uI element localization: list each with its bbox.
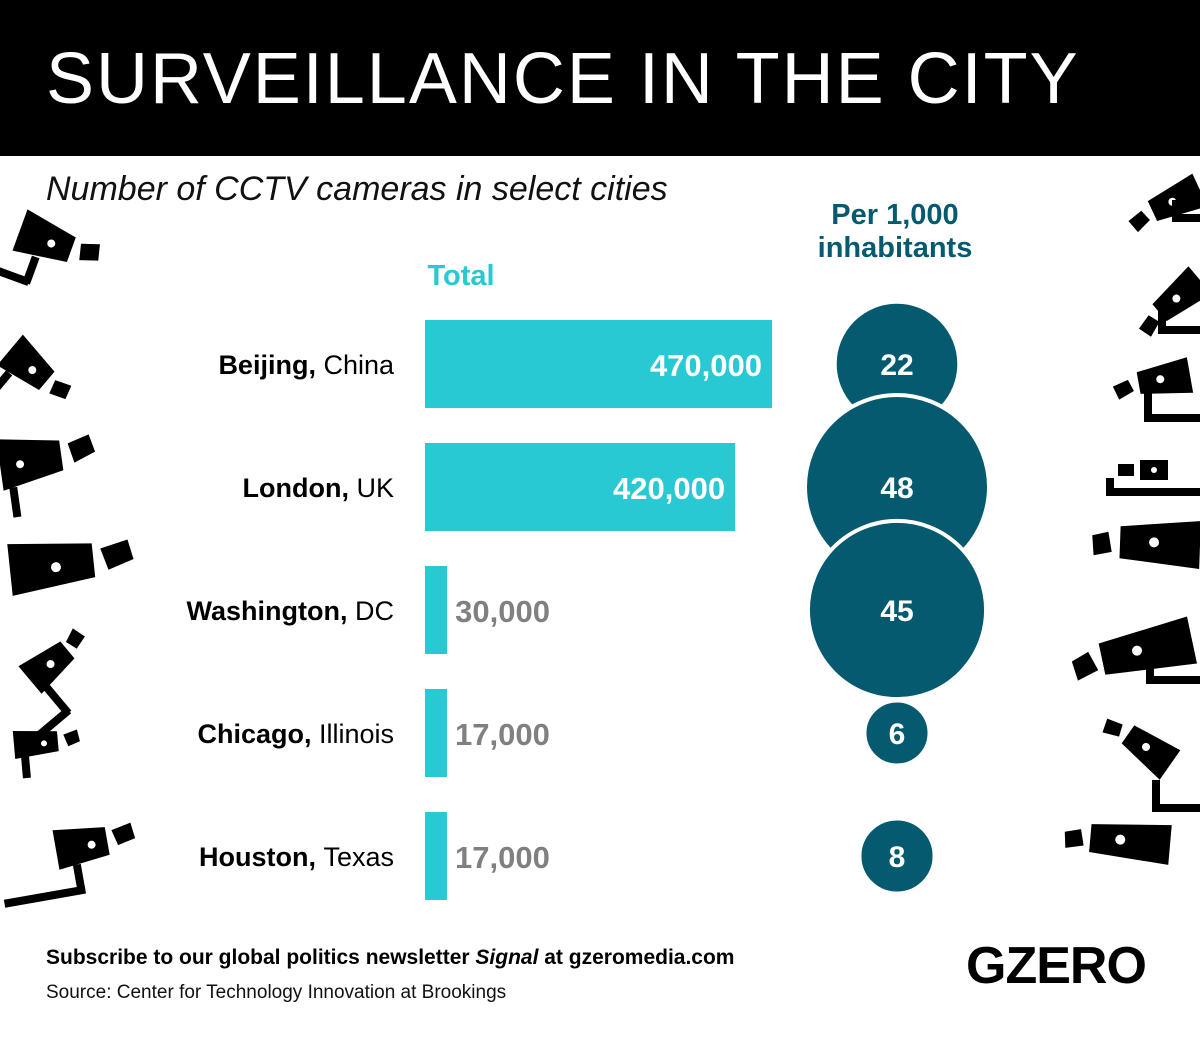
per-capita-header-line1: Per 1,000: [831, 199, 959, 231]
total-column-header: Total: [427, 260, 495, 292]
cctv-camera-icon: [0, 209, 136, 908]
per-capita-label-4: 8: [889, 841, 906, 874]
cctv-camera-icon: [1064, 173, 1200, 865]
city-name-bold: Chicago,: [197, 719, 319, 749]
newsletter-name: Signal: [475, 946, 539, 969]
per-capita-label-1: 48: [880, 472, 913, 505]
bar-value-label-4: 17,000: [455, 840, 550, 875]
city-region: UK: [356, 473, 394, 503]
per-capita-label-3: 6: [889, 718, 906, 751]
city-region: DC: [355, 596, 394, 626]
gzero-logo: GZERO: [966, 937, 1147, 995]
left-cctv-camera-icons: [0, 209, 136, 908]
city-region: China: [323, 350, 395, 380]
per-capita-label-0: 22: [880, 349, 913, 382]
right-cctv-camera-icons: [1064, 173, 1200, 865]
bar-value-label-3: 17,000: [455, 717, 550, 752]
bar-total-0: [425, 320, 772, 408]
newsletter-cta[interactable]: Subscribe to our global politics newslet…: [46, 946, 734, 970]
bar-value-label-0: 470,000: [650, 348, 762, 383]
city-region: Illinois: [319, 719, 394, 749]
bar-value-label-2: 30,000: [455, 594, 550, 629]
source-note: Source: Center for Technology Innovation…: [46, 982, 507, 1003]
per-capita-circle-3: [862, 698, 932, 768]
page-title: SURVEILLANCE IN THE CITY: [46, 39, 1080, 119]
city-label-1: London, UK: [243, 473, 394, 503]
chart-subtitle: Number of CCTV cameras in select cities: [46, 170, 668, 208]
city-label-3: Chicago, Illinois: [197, 719, 394, 749]
city-name-bold: Beijing,: [218, 350, 323, 380]
city-name-bold: Houston,: [199, 842, 323, 872]
cta-text-post: at gzeromedia.com: [538, 946, 735, 969]
city-label-4: Houston, Texas: [199, 842, 394, 872]
city-name-bold: Washington,: [187, 596, 355, 626]
city-label-0: Beijing, China: [218, 350, 395, 380]
city-region: Texas: [323, 842, 394, 872]
header-bar: SURVEILLANCE IN THE CITY: [0, 0, 1200, 156]
city-label-2: Washington, DC: [187, 596, 394, 626]
bar-total-2: [425, 566, 448, 654]
cta-text-pre: Subscribe to our global politics newslet…: [46, 946, 476, 969]
city-name-bold: London,: [243, 473, 357, 503]
bar-total-1: [425, 443, 736, 531]
bar-total-3: [425, 689, 447, 777]
per-capita-header-line2: inhabitants: [817, 232, 973, 264]
per-capita-circle-4: [857, 816, 937, 896]
bar-value-label-1: 420,000: [613, 471, 725, 506]
bar-total-4: [425, 812, 447, 900]
per-capita-label-2: 45: [880, 595, 913, 628]
per-capita-column-header: Per 1,000 inhabitants: [790, 199, 1000, 265]
